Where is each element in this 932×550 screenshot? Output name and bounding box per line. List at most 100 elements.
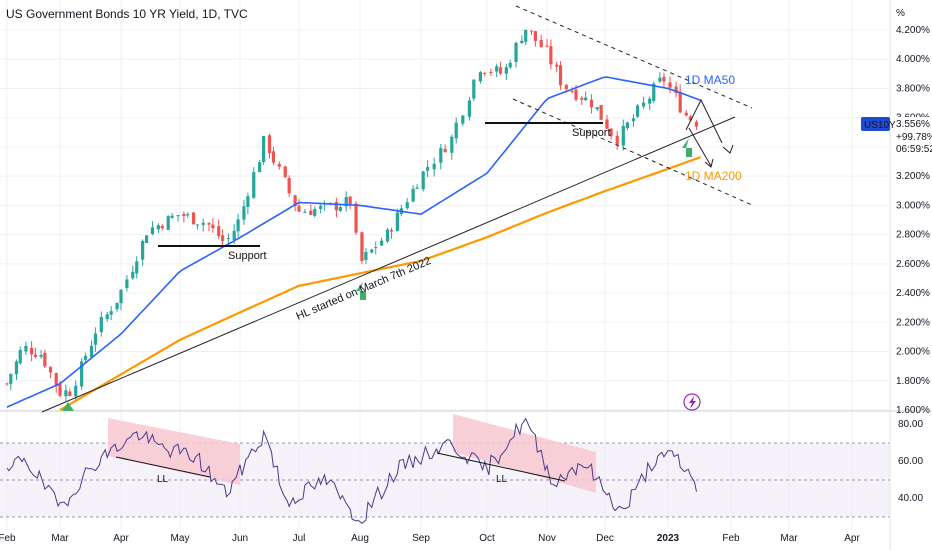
lightning-icon[interactable] — [683, 393, 701, 411]
candle-body — [48, 367, 53, 373]
candle-body — [105, 314, 109, 320]
candle-body — [18, 349, 22, 364]
candle-body — [267, 135, 272, 154]
price-tick-label: 2.600% — [896, 259, 930, 270]
rsi-tick-label: 60.00 — [898, 456, 923, 467]
candle-body — [558, 65, 563, 86]
candle-body — [564, 84, 568, 90]
time-tick-label: Oct — [479, 533, 495, 544]
candle-body — [217, 226, 221, 237]
candle-body — [439, 148, 443, 163]
rsi-tick-label: 80.00 — [898, 419, 923, 430]
candle-body — [246, 196, 250, 207]
candle-body — [125, 279, 129, 289]
price-tick-label: 4.000% — [896, 54, 930, 65]
candle-body — [109, 311, 113, 315]
candle-body — [625, 122, 629, 129]
candle-body — [309, 210, 313, 215]
candle-body — [226, 238, 230, 240]
candle-body — [374, 247, 378, 249]
candle-body — [395, 212, 399, 232]
price-tick-label: 3.800% — [896, 83, 930, 94]
candle-body — [9, 373, 13, 384]
candle-body — [652, 83, 656, 101]
time-tick-label: May — [171, 533, 190, 544]
candle-body — [141, 240, 145, 260]
candle-body — [589, 99, 594, 108]
price-axis[interactable]: 4.200%4.000%3.800%3.600%3.400%3.200%3.00… — [896, 25, 930, 416]
candle-body — [467, 100, 471, 117]
candle-body — [283, 166, 287, 177]
time-tick-label: Mar — [51, 533, 69, 544]
candle-body — [211, 224, 215, 229]
candle-body — [508, 62, 512, 68]
candle-body — [236, 219, 240, 232]
candle-body — [30, 347, 34, 355]
candle-body — [461, 115, 465, 124]
candle-body — [258, 162, 262, 173]
candle-body — [668, 82, 672, 88]
candle-body — [570, 91, 574, 93]
green-arrow-aug — [356, 282, 370, 300]
candle-body — [182, 213, 186, 217]
candle-body — [319, 205, 323, 209]
candle-body — [549, 46, 553, 65]
rsi-trendline-right[interactable] — [436, 452, 566, 482]
green-arrow-mar — [62, 402, 74, 411]
candle-body — [662, 76, 666, 82]
countdown: 06:59:52 — [896, 144, 932, 155]
candle-body — [58, 384, 62, 396]
candle-body — [678, 91, 682, 113]
candle-body — [43, 352, 47, 367]
candle-body — [684, 112, 688, 116]
candle-body — [277, 163, 281, 167]
candle-body — [170, 215, 174, 218]
candle-body — [595, 107, 599, 110]
projection-arrow-up — [685, 98, 723, 144]
candle-body — [426, 167, 430, 171]
candle-body — [293, 195, 297, 207]
candles — [5, 29, 699, 401]
candle-body — [450, 136, 454, 153]
price-badge[interactable]: 3.556% +99.78% 06:59:52 — [892, 117, 932, 155]
channel-lower-line[interactable] — [512, 98, 753, 206]
candle-body — [615, 135, 619, 145]
candle-body — [119, 289, 123, 304]
price-tick-label: 2.200% — [896, 317, 930, 328]
candle-body — [411, 188, 415, 202]
price-tick-label: 1.600% — [896, 405, 930, 416]
candle-body — [385, 229, 390, 242]
candle-body — [389, 230, 394, 232]
support-label-left: Support — [228, 250, 267, 262]
higher-low-trendline[interactable] — [41, 116, 736, 413]
candle-body — [574, 89, 578, 100]
green-arrow-jan — [682, 138, 696, 157]
rsi-line — [6, 417, 697, 524]
ma200-label: 1D MA200 — [685, 169, 742, 183]
channel-upper-line[interactable] — [515, 5, 753, 109]
candle-body — [99, 316, 103, 333]
candle-body — [24, 345, 28, 352]
candle-body — [580, 97, 584, 100]
candle-body — [432, 163, 436, 170]
candle-body — [338, 206, 342, 211]
candle-body — [584, 97, 588, 101]
time-tick-label: Mar — [780, 533, 798, 544]
symbol-badge[interactable]: US10Y — [861, 117, 896, 131]
time-tick-label: Jun — [232, 533, 248, 544]
time-tick-label: Nov — [538, 533, 556, 544]
candle-body — [635, 105, 640, 117]
rsi-trendline-left[interactable] — [115, 456, 211, 478]
time-axis[interactable]: Feb Mar Apr May Jun Jul Aug Sep Oct Nov Dec 2023 Feb… — [0, 533, 860, 544]
candle-body — [5, 383, 9, 385]
candle-body — [421, 171, 425, 190]
time-tick-label: Feb — [0, 533, 16, 544]
candle-body — [621, 125, 625, 146]
candle-body — [303, 211, 307, 213]
price-tick-label: 2.800% — [896, 230, 930, 241]
candle-body — [694, 121, 699, 127]
candle-body — [68, 391, 72, 396]
candle-body — [478, 72, 482, 82]
candle-body — [232, 230, 236, 240]
rsi-axis[interactable]: 80.00 60.00 40.00 — [898, 419, 923, 504]
